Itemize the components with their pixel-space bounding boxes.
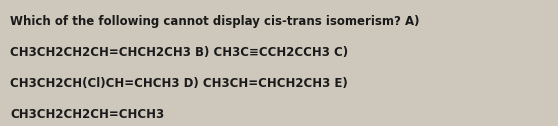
Text: CH3CH2CH2CH=CHCH3: CH3CH2CH2CH=CHCH3 xyxy=(10,108,164,121)
Text: CH3CH2CH2CH=CHCH2CH3 B) CH3C≡CCH2CCH3 C): CH3CH2CH2CH=CHCH2CH3 B) CH3C≡CCH2CCH3 C) xyxy=(10,46,348,59)
Text: CH3CH2CH(Cl)CH=CHCH3 D) CH3CH=CHCH2CH3 E): CH3CH2CH(Cl)CH=CHCH3 D) CH3CH=CHCH2CH3 E… xyxy=(10,77,348,90)
Text: Which of the following cannot display cis-trans isomerism? A): Which of the following cannot display ci… xyxy=(10,15,420,28)
